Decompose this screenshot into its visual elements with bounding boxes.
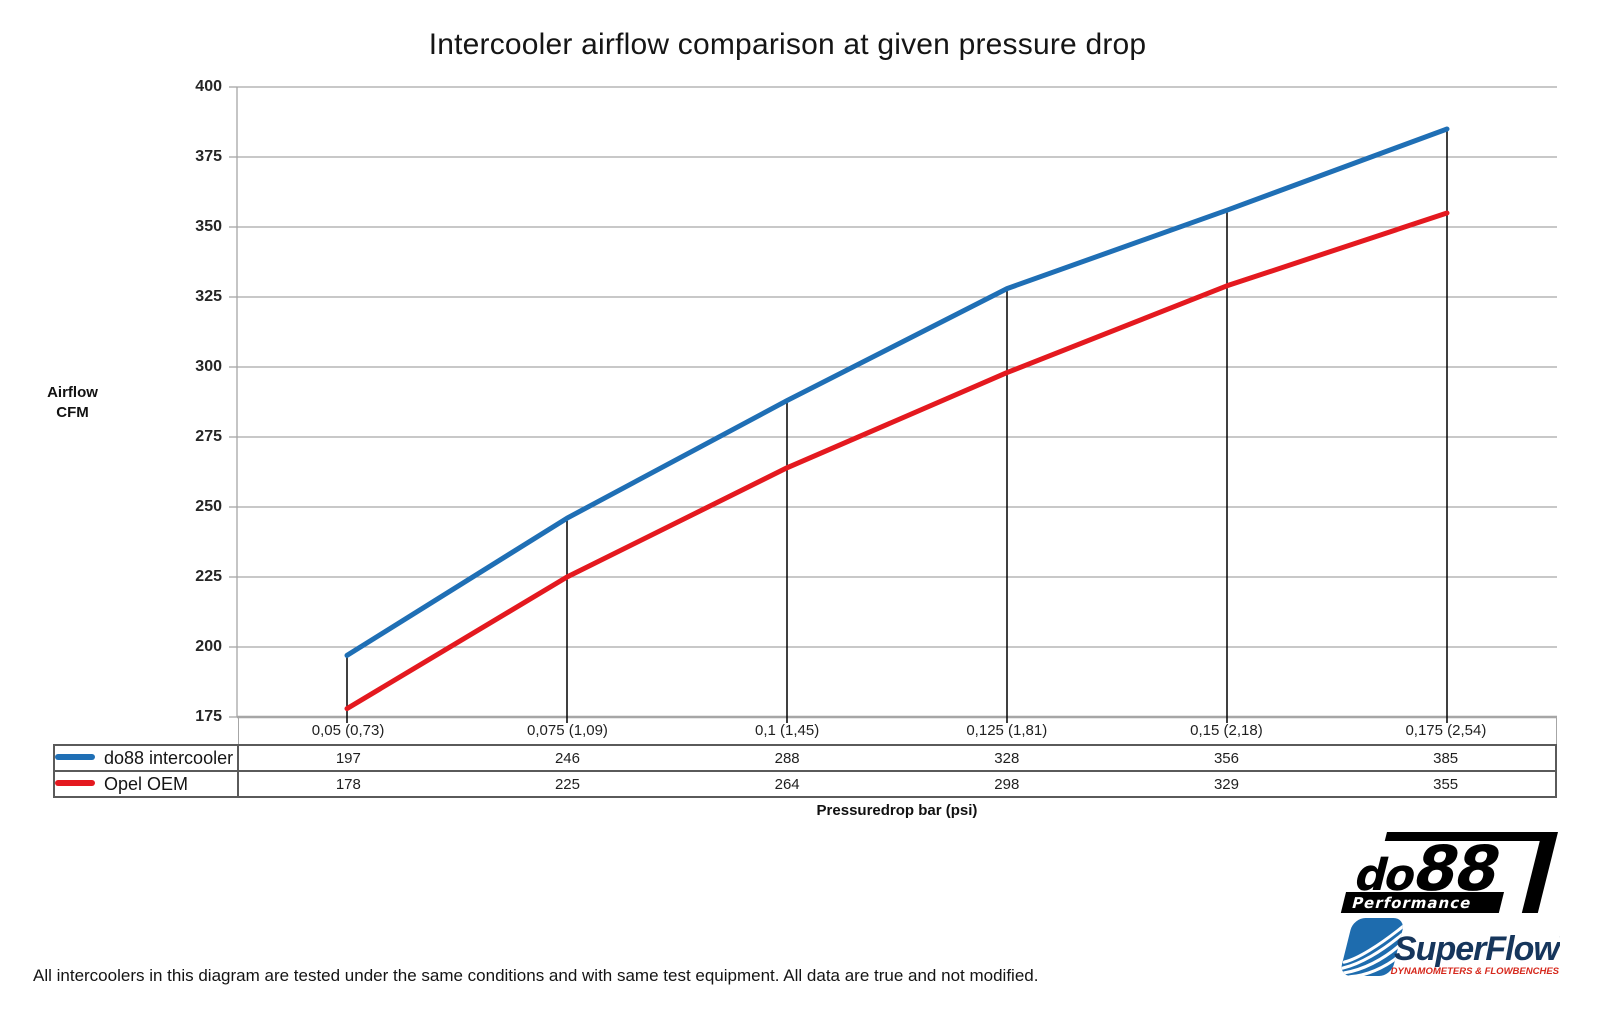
line-chart	[229, 86, 1557, 723]
category-row: 0,05 (0,73) 0,075 (1,09) 0,1 (1,45) 0,125 (…	[54, 717, 1557, 746]
value-cell: 246	[457, 744, 678, 772]
category-label: 0,15 (2,18)	[1116, 717, 1337, 746]
superflow-logo-icon: SuperFlow™ DYNAMOMETERS & FLOWBENCHES	[1341, 918, 1560, 977]
y-axis-title-line1: Airflow	[47, 384, 98, 401]
series-row-opel-oem: Opel OEM 178 225 264 298 329 355	[53, 770, 1557, 798]
category-label: 0,05 (0,73)	[237, 717, 458, 746]
series-row-do88: do88 intercooler 197 246 288 328 356 385	[53, 744, 1557, 772]
y-axis-tick-label: 200	[195, 638, 222, 655]
y-axis-tick-label: 175	[195, 708, 222, 725]
y-axis-tick-label: 300	[195, 358, 222, 375]
do88-line-swatch-icon	[55, 754, 95, 761]
footnote-text: All intercoolers in this diagram are tes…	[33, 966, 1039, 985]
plot-area	[229, 86, 1557, 723]
category-label: 0,175 (2,54)	[1336, 717, 1557, 746]
y-axis-tick-label: 375	[195, 148, 222, 165]
legend-label-opel-oem: Opel OEM	[104, 773, 189, 794]
value-cell: 356	[1116, 744, 1337, 772]
x-axis-title: Pressuredrop bar (psi)	[816, 802, 978, 819]
value-cell: 355	[1336, 770, 1557, 798]
y-axis-tick-label: 250	[195, 498, 222, 515]
y-axis-tick-label: 275	[195, 428, 222, 445]
table-corner-spacer	[54, 717, 238, 745]
do88-logo-tagline: Performance	[1350, 894, 1474, 912]
chart-title: Intercooler airflow comparison at given …	[428, 28, 1147, 61]
do88-performance-logo-icon: do88 Performance	[1340, 832, 1558, 913]
superflow-tagline: DYNAMOMETERS & FLOWBENCHES	[1391, 966, 1560, 977]
data-table: 0,05 (0,73) 0,075 (1,09) 0,1 (1,45) 0,125 (…	[53, 717, 1557, 798]
value-cell: 298	[896, 770, 1117, 798]
value-cell: 385	[1336, 744, 1557, 772]
value-cell: 197	[237, 744, 458, 772]
legend-label-do88: do88 intercooler	[104, 747, 234, 768]
superflow-logo-text: SuperFlow	[1394, 930, 1560, 968]
value-cell: 329	[1116, 770, 1337, 798]
legend-cell-opel-oem: Opel OEM	[53, 770, 239, 798]
y-axis-title: Airflow CFM	[25, 383, 120, 423]
value-cell: 225	[457, 770, 678, 798]
value-cell: 328	[896, 744, 1117, 772]
opel-oem-line-swatch-icon	[55, 780, 95, 787]
svg-text:SuperFlow™: SuperFlow™	[1394, 930, 1560, 968]
category-label: 0,075 (1,09)	[457, 717, 678, 746]
category-label: 0,125 (1,81)	[896, 717, 1117, 746]
y-axis-tick-label: 400	[195, 78, 222, 95]
category-label: 0,1 (1,45)	[677, 717, 897, 746]
value-cell: 178	[237, 770, 458, 798]
y-axis-tick-label: 325	[195, 288, 222, 305]
value-cell: 288	[677, 744, 897, 772]
y-axis-tick-label: 225	[195, 568, 222, 585]
y-axis-tick-label: 350	[195, 218, 222, 235]
y-axis-title-line2: CFM	[56, 404, 89, 421]
value-cell: 264	[677, 770, 897, 798]
legend-cell-do88: do88 intercooler	[53, 744, 239, 772]
superflow-trademark: ™	[1559, 935, 1560, 947]
